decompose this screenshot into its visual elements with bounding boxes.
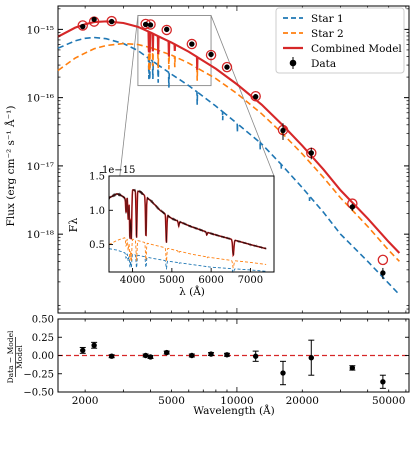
residual-y-ticks: 0.50 0.25 0.00 −0.25 −0.50 — [23, 315, 409, 399]
residual-point — [80, 347, 86, 354]
main-x-ticks — [84, 6, 407, 313]
main-y-axis-label: Flux (erg cm⁻² s⁻¹ Å⁻¹) — [3, 106, 17, 227]
legend-box — [275, 7, 405, 74]
inset-offset-label: 1e−15 — [102, 165, 135, 176]
inset-frame — [108, 175, 275, 273]
inset-data-spectrum — [108, 188, 267, 257]
residual-data-points — [79, 339, 386, 389]
legend-combined-label: Combined Model — [311, 43, 402, 55]
residual-y-tick-label: 0.25 — [32, 333, 54, 344]
model-point-marker — [106, 15, 117, 27]
residual-point — [208, 351, 214, 357]
main-y-ticks: 10⁻¹⁵ 10⁻¹⁶ 10⁻¹⁷ 10⁻¹⁸ — [27, 8, 409, 314]
inset-y-axis-label: Fλ — [67, 218, 80, 233]
data-point — [142, 21, 149, 28]
y-tick-label: 10⁻¹⁵ — [27, 24, 54, 36]
residual-point — [224, 352, 230, 358]
inset-x-tick-label: 5000 — [159, 275, 184, 286]
residual-point — [308, 354, 314, 361]
residual-x-tick-label: 20000 — [286, 395, 319, 407]
data-point — [252, 94, 259, 100]
model-point-marker — [161, 24, 172, 36]
y-tick-label: 10⁻¹⁸ — [27, 229, 54, 241]
residual-point — [91, 342, 97, 348]
residual-y-tick-label: 0.50 — [32, 315, 54, 326]
data-point — [280, 127, 286, 134]
residual-y-tick-label: 0.00 — [32, 351, 54, 362]
inset-x-tick-label: 4000 — [120, 275, 145, 286]
zoom-connector-right — [210, 15, 275, 177]
legend-star1-label: Star 1 — [311, 13, 344, 25]
residual-x-tick-label: 50000 — [372, 395, 405, 407]
residual-x-tick-label: 10000 — [220, 395, 253, 407]
residual-plot-panel: 0.500.250.00−0.25−0.50 2000 5000 10000 2000… — [6, 315, 410, 417]
residual-point — [380, 379, 386, 385]
inset-y-tick-label: 0.5 — [89, 240, 105, 251]
residual-point — [142, 352, 149, 359]
data-point — [308, 150, 314, 156]
legend: Star 1 Star 2 Combined Model Data — [275, 7, 405, 74]
inset-star1-line — [108, 248, 267, 274]
residual-y-tick-label: −0.25 — [23, 369, 54, 380]
main-plot-frame — [57, 5, 410, 314]
data-point — [208, 51, 214, 58]
residual-x-tick-label: 2000 — [72, 395, 99, 407]
residual-point — [349, 365, 356, 371]
data-point — [164, 26, 170, 33]
inset-y-ticks: 0.5 1.0 1.5 — [89, 172, 113, 251]
model-point-marker — [205, 49, 217, 61]
inset-y-tick-label: 1.5 — [89, 172, 105, 183]
main-series-group — [57, 20, 401, 296]
legend-data-label: Data — [311, 58, 336, 70]
inset-x-axis-label: λ (Å) — [179, 284, 205, 298]
residual-point — [108, 353, 115, 359]
series-combined-model-line — [57, 20, 401, 254]
main-data-points — [77, 15, 389, 280]
residual-point — [147, 354, 154, 360]
inset-plot-panel: 0.5 1.0 1.5 4000 5000 6000 7000 1e−15 Fλ λ (Å… — [67, 165, 275, 298]
residual-x-tick-label: 5000 — [158, 395, 185, 407]
inset-x-tick-label: 7000 — [238, 275, 263, 286]
y-tick-label: 10⁻¹⁶ — [27, 93, 54, 105]
data-point — [380, 270, 386, 276]
data-point — [147, 22, 154, 28]
residual-point — [280, 370, 286, 376]
model-point-marker — [186, 38, 198, 50]
model-point-marker — [250, 90, 261, 102]
model-point-marker — [77, 20, 88, 31]
data-point — [91, 16, 97, 23]
data-point — [349, 204, 356, 210]
model-point-marker — [377, 254, 389, 266]
residual-y-axis-label: Data − Model Model — [6, 330, 24, 383]
inset-x-ticks: 4000 5000 6000 7000 — [120, 268, 263, 286]
data-point — [224, 64, 230, 70]
data-point — [80, 23, 86, 30]
data-point — [108, 18, 115, 25]
inset-x-tick-label: 6000 — [198, 275, 223, 286]
legend-star2-label: Star 2 — [311, 28, 344, 40]
inset-y-tick-label: 1.0 — [89, 206, 105, 217]
legend-data-marker — [289, 59, 297, 67]
residual-x-axis-label: Wavelength (Å) — [193, 403, 274, 417]
main-plot-panel: 10⁻¹⁵ 10⁻¹⁶ 10⁻¹⁷ 10⁻¹⁸ Flux (erg cm⁻² s⁻¹ … — [3, 5, 410, 314]
residual-ylabel-numerator: Data − Model — [6, 330, 15, 383]
residual-y-tick-label: −0.50 — [23, 388, 54, 399]
residual-point — [252, 353, 259, 359]
model-point-marker — [221, 61, 233, 73]
inset-series-group — [108, 188, 267, 274]
residual-point — [189, 352, 195, 359]
residual-x-ticks: 2000 5000 10000 20000 50000 — [72, 319, 407, 407]
data-point — [189, 41, 195, 47]
y-tick-label: 10⁻¹⁷ — [27, 161, 54, 173]
residual-point — [164, 349, 170, 356]
residual-ylabel-denominator: Model — [15, 344, 24, 368]
